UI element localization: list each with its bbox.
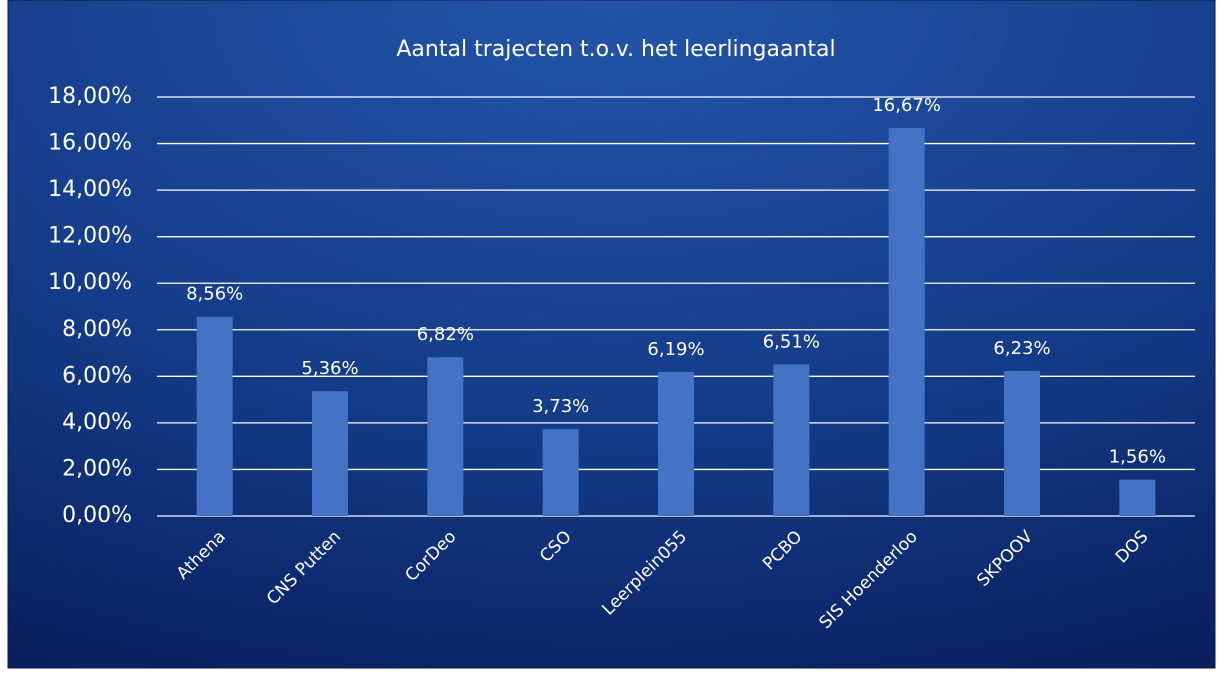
y-tick-label: 8,00% xyxy=(62,317,132,342)
bar xyxy=(196,316,233,516)
bar xyxy=(542,429,579,516)
data-label: 16,67% xyxy=(872,95,941,116)
bar xyxy=(1119,479,1156,516)
chart-title: Aantal trajecten t.o.v. het leerlingaant… xyxy=(396,37,835,62)
data-label: 3,73% xyxy=(532,396,589,417)
data-label: 6,19% xyxy=(647,339,704,360)
y-tick-label: 6,00% xyxy=(62,363,132,388)
y-tick-label: 18,00% xyxy=(48,84,132,109)
bar xyxy=(773,364,810,516)
y-tick-label: 12,00% xyxy=(48,224,132,249)
data-label: 1,56% xyxy=(1109,447,1166,468)
bar xyxy=(1004,370,1040,516)
y-tick-label: 10,00% xyxy=(48,270,132,295)
y-tick-label: 14,00% xyxy=(48,177,132,202)
y-tick-label: 4,00% xyxy=(62,410,132,435)
data-label: 6,23% xyxy=(993,338,1050,359)
bar xyxy=(312,391,348,516)
bar xyxy=(658,371,694,516)
y-tick-label: 2,00% xyxy=(62,456,132,481)
bar xyxy=(888,127,925,516)
y-tick-label: 16,00% xyxy=(48,131,132,156)
data-label: 6,82% xyxy=(417,324,474,345)
bar xyxy=(427,357,464,516)
data-label: 8,56% xyxy=(186,284,243,305)
data-label: 6,51% xyxy=(763,331,820,352)
data-label: 5,36% xyxy=(301,358,358,379)
y-tick-label: 0,00% xyxy=(62,503,132,528)
